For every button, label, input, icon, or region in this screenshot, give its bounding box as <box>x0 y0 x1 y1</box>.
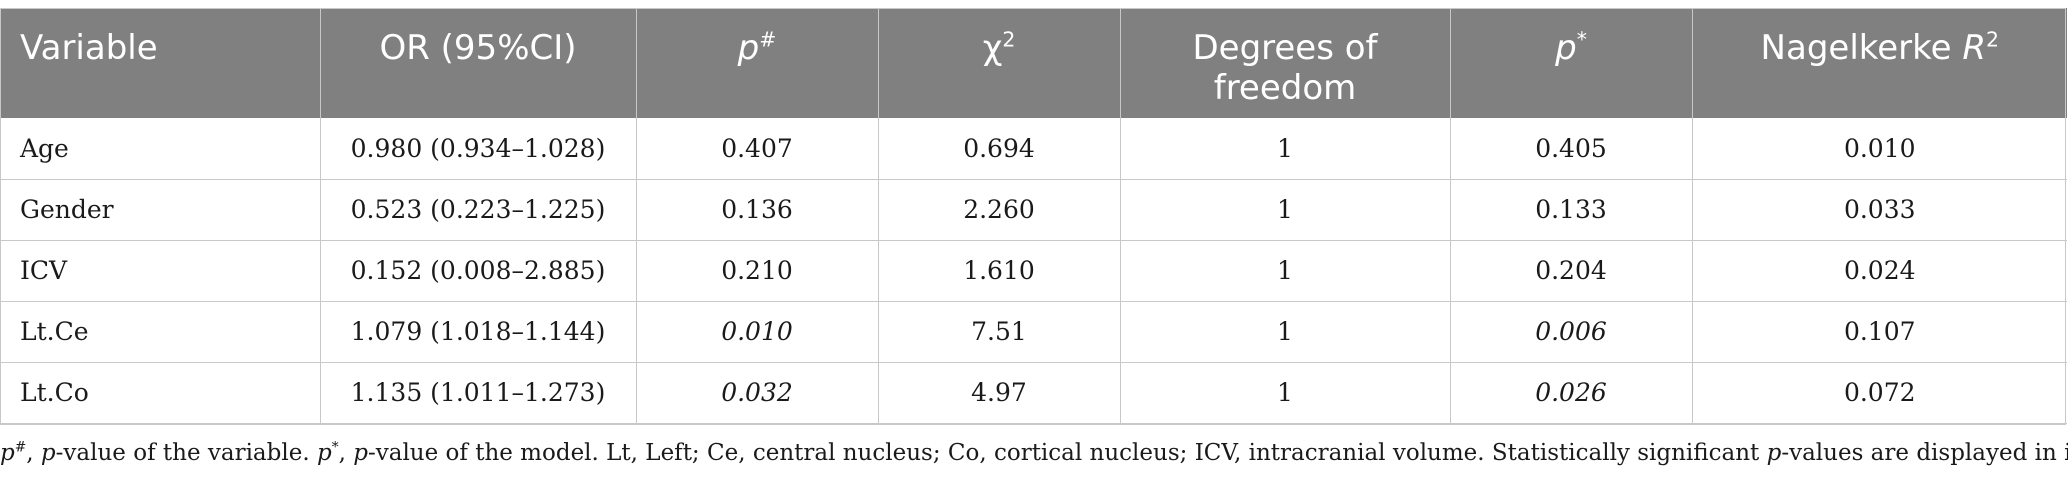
cell-degrees-of-freedom: 1 <box>1119 118 1450 179</box>
table-row: Lt.Ce 1.079 (1.018–1.144) 0.010 7.51 1 0.006 0… <box>0 301 2067 362</box>
results-table-container: Variable OR (95%CI) p# χ2 Degrees of free… <box>0 8 2068 424</box>
cell-p-variable: 0.407 <box>635 118 878 179</box>
table-row: Gender 0.523 (0.223–1.225) 0.136 2.260 1 0.13… <box>0 179 2067 240</box>
header-p-model: p* <box>1449 8 1692 118</box>
cell-p-model: 0.006 <box>1449 301 1692 362</box>
cell-nagelkerke-r2: 0.072 <box>1691 362 2067 423</box>
cell-p-variable: 0.032 <box>635 362 878 423</box>
table-row: ICV 0.152 (0.008–2.885) 0.210 1.610 1 0.204 0.… <box>0 240 2067 301</box>
cell-variable: Lt.Ce <box>20 317 89 346</box>
cell-odds-ratio: 0.152 (0.008–2.885) <box>319 240 636 301</box>
cell-p-variable: 0.136 <box>635 179 878 240</box>
cell-p-model: 0.133 <box>1449 179 1692 240</box>
cell-nagelkerke-r2: 0.024 <box>1691 240 2067 301</box>
header-chi-square: χ2 <box>877 8 1120 118</box>
table-header-row: Variable OR (95%CI) p# χ2 Degrees of free… <box>0 8 2067 118</box>
cell-odds-ratio: 1.135 (1.011–1.273) <box>319 362 636 423</box>
header-or: OR (95%CI) <box>319 8 636 118</box>
header-variable: Variable <box>20 28 158 68</box>
header-nagelkerke-r2: Nagelkerke R2 <box>1691 8 2067 118</box>
table-footnote: p#, p-value of the variable. p*, p-value… <box>0 439 2068 466</box>
cell-chi-square: 2.260 <box>877 179 1120 240</box>
cell-odds-ratio: 0.523 (0.223–1.225) <box>319 179 636 240</box>
table-body: Age 0.980 (0.934–1.028) 0.407 0.694 1 0.405 0.… <box>0 118 2067 423</box>
cell-nagelkerke-r2: 0.010 <box>1691 118 2067 179</box>
cell-odds-ratio: 1.079 (1.018–1.144) <box>319 301 636 362</box>
cell-odds-ratio: 0.980 (0.934–1.028) <box>319 118 636 179</box>
table-row: Lt.Co 1.135 (1.011–1.273) 0.032 4.97 1 0.026 0… <box>0 362 2067 423</box>
cell-degrees-of-freedom: 1 <box>1119 301 1450 362</box>
cell-chi-square: 4.97 <box>877 362 1120 423</box>
cell-chi-square: 1.610 <box>877 240 1120 301</box>
cell-chi-square: 7.51 <box>877 301 1120 362</box>
cell-variable: Age <box>20 133 69 163</box>
header-p-variable: p# <box>635 8 878 118</box>
cell-p-model: 0.204 <box>1449 240 1692 301</box>
cell-variable: ICV <box>20 256 68 285</box>
results-table: Variable OR (95%CI) p# χ2 Degrees of free… <box>0 8 2067 424</box>
cell-p-variable: 0.010 <box>635 301 878 362</box>
cell-degrees-of-freedom: 1 <box>1119 179 1450 240</box>
cell-nagelkerke-r2: 0.107 <box>1691 301 2067 362</box>
cell-p-model: 0.405 <box>1449 118 1692 179</box>
cell-degrees-of-freedom: 1 <box>1119 240 1450 301</box>
cell-p-variable: 0.210 <box>635 240 878 301</box>
cell-degrees-of-freedom: 1 <box>1119 362 1450 423</box>
cell-p-model: 0.026 <box>1449 362 1692 423</box>
cell-variable: Gender <box>20 195 114 224</box>
header-degrees-of-freedom: Degrees of freedom <box>1119 8 1450 118</box>
cell-nagelkerke-r2: 0.033 <box>1691 179 2067 240</box>
cell-chi-square: 0.694 <box>877 118 1120 179</box>
cell-variable: Lt.Co <box>20 378 89 407</box>
table-row: Age 0.980 (0.934–1.028) 0.407 0.694 1 0.405 0.… <box>0 118 2067 179</box>
